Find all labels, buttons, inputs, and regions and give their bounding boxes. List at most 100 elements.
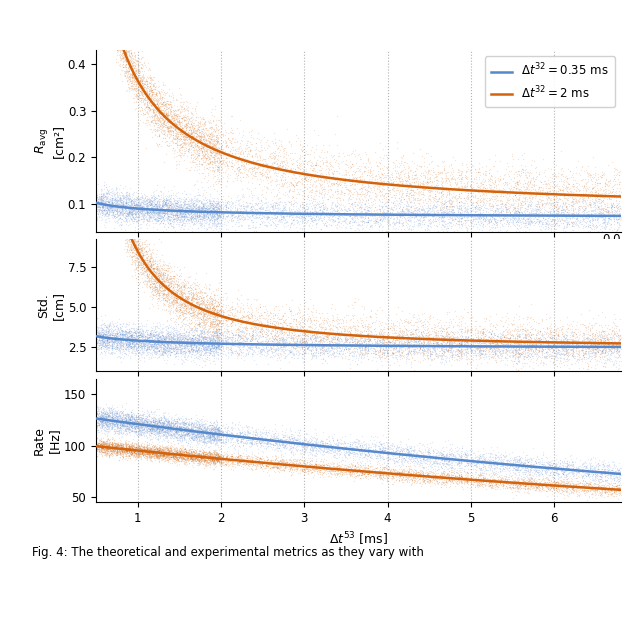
Point [490,222,500,232]
Point [180,195,190,205]
Point [313,460,323,470]
Point [143,204,153,214]
Point [588,183,598,193]
Point [269,467,280,477]
Point [161,450,171,460]
Point [160,336,170,346]
Point [409,337,419,347]
Point [413,335,423,345]
Point [242,457,252,467]
Point [104,210,115,220]
Point [474,327,484,337]
Point [152,265,162,275]
Point [212,303,222,313]
Point [200,207,211,217]
Point [244,342,254,352]
Point [92,206,102,216]
Point [515,215,525,225]
Point [202,457,212,467]
Point [472,187,482,197]
Point [349,463,360,474]
Point [124,58,134,68]
Point [98,436,108,447]
Point [445,180,456,190]
Point [170,450,180,460]
Point [514,213,524,223]
Point [147,425,157,435]
Point [291,439,301,449]
Point [610,210,620,220]
Point [204,309,214,319]
Point [139,73,149,84]
Point [300,212,310,222]
Point [597,215,607,225]
Point [321,463,332,473]
Point [282,330,292,340]
Point [134,446,144,456]
Point [111,447,122,457]
Point [209,455,219,465]
Point [287,209,297,219]
Point [125,338,135,349]
Point [454,342,464,352]
Point [204,451,214,461]
Point [325,323,335,333]
Point [468,340,478,350]
Point [157,195,168,205]
Point [100,210,110,220]
Point [385,175,396,185]
Point [106,3,116,13]
Point [327,349,337,359]
Point [596,335,607,345]
Point [164,271,175,281]
Point [521,220,531,230]
Point [211,429,221,439]
Point [495,477,505,487]
Point [340,344,351,354]
Point [143,438,154,448]
Point [267,175,277,185]
Point [148,283,159,293]
Point [391,343,401,353]
Point [321,434,331,444]
Point [223,173,234,183]
Point [177,210,187,220]
Point [186,334,196,344]
Point [396,332,406,342]
Point [340,442,351,452]
Point [470,163,480,173]
Point [169,438,179,448]
Point [549,479,559,489]
Point [604,467,614,477]
Point [564,480,574,490]
Point [493,354,504,364]
Point [99,418,109,428]
Point [515,184,525,194]
Point [168,448,178,458]
Point [196,426,206,436]
Point [178,132,188,142]
Point [134,339,145,349]
Point [313,327,323,337]
Point [108,24,118,35]
Point [95,323,105,333]
Point [524,344,534,354]
Point [540,338,550,348]
Point [607,342,617,352]
Point [365,321,376,331]
Point [119,342,129,352]
Point [528,314,538,324]
Point [328,168,338,178]
Point [410,470,420,480]
Point [266,458,276,468]
Point [562,483,572,493]
Point [351,350,362,360]
Point [187,335,197,345]
Point [106,332,116,342]
Point [136,282,147,292]
Point [204,345,214,355]
Point [404,458,415,468]
Point [461,342,471,352]
Point [439,332,449,342]
Point [99,134,109,144]
